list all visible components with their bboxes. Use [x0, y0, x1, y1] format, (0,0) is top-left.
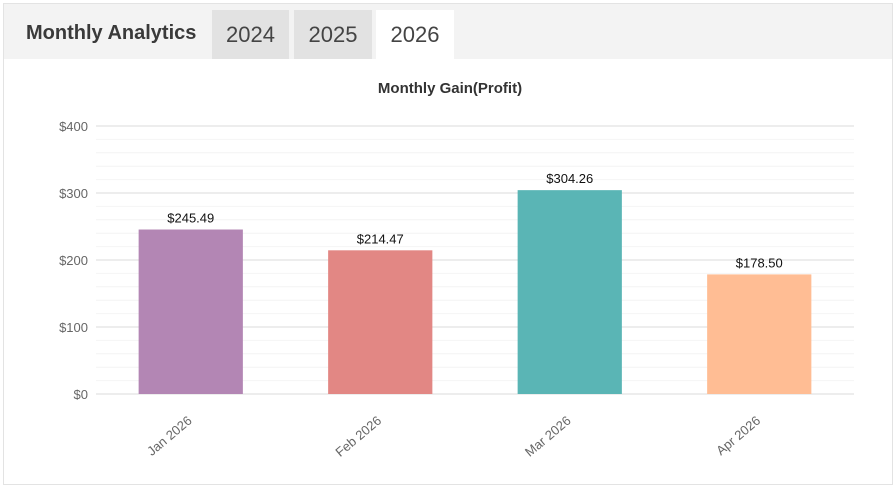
analytics-panel: Monthly Analytics 2024 2025 2026 Monthly…	[3, 3, 893, 485]
data-label: $245.49	[167, 211, 214, 226]
x-tick-label: Feb 2026	[332, 413, 384, 460]
y-tick-label: $100	[59, 320, 88, 335]
x-axis: Jan 2026 Feb 2026 Mar 2026 Apr 2026	[144, 413, 763, 460]
y-tick-label: $200	[59, 253, 88, 268]
x-tick-label: Jan 2026	[144, 413, 195, 459]
bars: $245.49 $214.47 $304.26 $178.50	[138, 171, 812, 394]
x-tick-label: Mar 2026	[522, 413, 574, 460]
x-tick-label: Apr 2026	[713, 413, 763, 458]
bar[interactable]	[328, 250, 433, 394]
data-label: $304.26	[546, 171, 593, 186]
bar[interactable]	[707, 274, 812, 394]
y-tick-label: $400	[59, 119, 88, 134]
tab-2026[interactable]: 2026	[376, 10, 454, 59]
panel-title: Monthly Analytics	[26, 22, 197, 44]
data-label: $178.50	[736, 255, 783, 270]
y-tick-label: $300	[59, 186, 88, 201]
y-axis: $0 $100 $200 $300 $400	[59, 119, 88, 402]
tab-2024[interactable]: 2024	[212, 10, 289, 59]
data-label: $214.47	[357, 231, 404, 246]
bar-chart: Monthly Gain(Profit) $0$100$200$300$400 …	[59, 80, 854, 460]
chart-title: Monthly Gain(Profit)	[378, 80, 522, 97]
bar[interactable]	[517, 190, 622, 394]
tab-2025[interactable]: 2025	[294, 10, 372, 59]
chart-area: Monthly Gain(Profit) $0 $100 $200 $300 $400 …	[4, 59, 892, 484]
bar[interactable]	[138, 229, 243, 394]
panel-header: Monthly Analytics 2024 2025 2026	[4, 4, 892, 59]
y-tick-label: $0	[74, 387, 88, 402]
